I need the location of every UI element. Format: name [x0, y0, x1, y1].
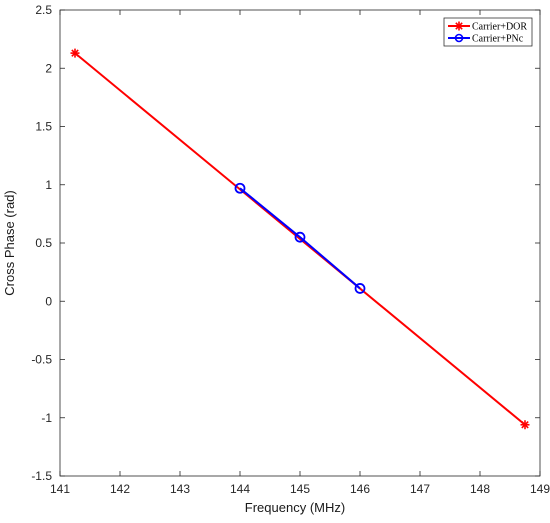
- series-line-1: [74, 52, 526, 426]
- y-tick-label: 0: [45, 294, 52, 308]
- plot-area: [59, 9, 541, 477]
- legend-asterisk-marker: [454, 21, 464, 31]
- x-tick-label: 147: [410, 482, 430, 496]
- x-tick-label: 148: [470, 482, 490, 496]
- series-layer: [70, 48, 530, 430]
- legend: Carrier+DOR Carrier+PNc: [443, 17, 533, 47]
- series-line-2: [239, 187, 361, 290]
- y-tick-label: -0.5: [31, 353, 52, 367]
- y-tick-label: -1: [41, 411, 52, 425]
- x-axis-label: Frequency (MHz): [245, 500, 345, 515]
- data-point-asterisk: [520, 420, 530, 430]
- legend-entry-1: Carrier+DOR: [448, 21, 527, 33]
- data-point-circle: [234, 182, 246, 194]
- ticks: 141 142 143 144 145 146 147 148 149 2.5 2 1.5 1 0.5 0 -…: [31, 3, 550, 496]
- x-tick-label: 144: [230, 482, 250, 496]
- x-tick-label: 145: [290, 482, 310, 496]
- data-point-circle: [354, 283, 366, 294]
- y-tick-label: 0.5: [35, 236, 52, 250]
- x-tick-label: 146: [350, 482, 370, 496]
- y-tick-label: 1: [45, 178, 52, 192]
- data-point-circle: [294, 231, 306, 243]
- y-tick-label: 1.5: [35, 120, 52, 134]
- y-axis-label: Cross Phase (rad): [2, 190, 17, 295]
- x-tick-label: 142: [110, 482, 130, 496]
- y-tick-label: -1.5: [31, 469, 52, 483]
- data-point-asterisk: [70, 48, 80, 58]
- y-tick-label: 2: [45, 61, 52, 75]
- legend-asterisk-glyph: [454, 21, 464, 31]
- legend-label-1: Carrier+DOR: [472, 22, 527, 33]
- x-tick-label: 141: [50, 482, 70, 496]
- legend-circle-marker: [454, 33, 464, 43]
- legend-entry-2: Carrier+PNc: [448, 34, 524, 45]
- legend-label-2: Carrier+PNc: [472, 34, 524, 45]
- x-tick-label: 149: [530, 482, 550, 496]
- y-tick-label: 2.5: [35, 3, 52, 17]
- x-tick-label: 143: [170, 482, 190, 496]
- plot-frame: [59, 9, 541, 477]
